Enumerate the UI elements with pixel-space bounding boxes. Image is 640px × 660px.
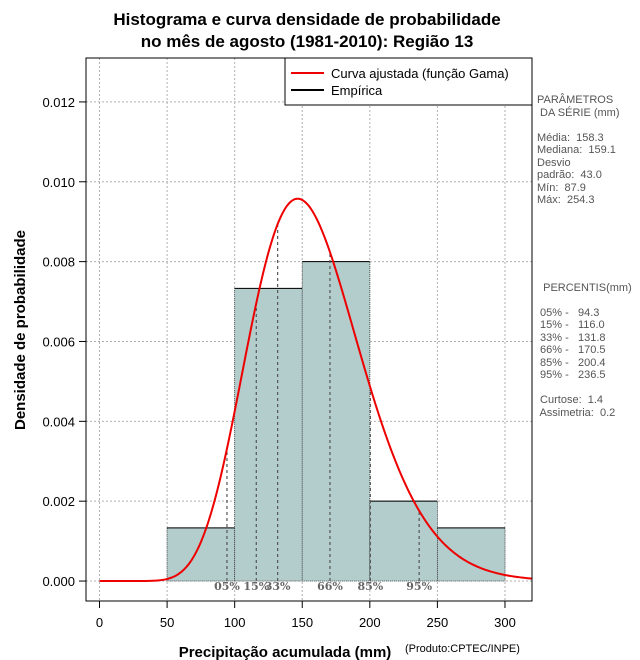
- stats-line: Curtose: 1.4: [537, 394, 604, 406]
- stats-line: [537, 244, 640, 257]
- x-tick-label-3: 150: [291, 615, 313, 630]
- percentile-label-66%: 66%: [317, 580, 343, 593]
- stats-line: 95% - 236.5: [537, 369, 606, 381]
- stats-line: 85% - 200.4: [537, 356, 606, 369]
- histogram-bar-1: [166, 527, 236, 582]
- stats-line: [537, 257, 640, 270]
- stats-line: [537, 207, 640, 220]
- y-tick-label-3: 0.006: [42, 334, 75, 349]
- x-tick-label-2: 100: [224, 615, 246, 630]
- stats-line: [537, 119, 640, 132]
- stats-line: 33% - 131.8: [537, 331, 606, 344]
- chart-title-line-1: Histograma e curva densidade de probabil…: [113, 10, 500, 29]
- y-tick-label-0: 0.000: [42, 574, 75, 589]
- y-axis: 0.000 0.002 0.004 0.006 0.008 0.010 0.012: [42, 95, 86, 589]
- stats-line: [537, 232, 640, 245]
- stats-line: [537, 294, 640, 307]
- x-axis-title: Precipitação acumulada (mm): [179, 644, 392, 660]
- stats-line: [537, 219, 640, 232]
- percentile-lines: [226, 224, 420, 582]
- stats-line: padrão: 43.0: [537, 169, 602, 181]
- credit-text: (Produto:CPTEC/INPE): [405, 643, 520, 655]
- percentile-label-95%: 95%: [406, 580, 432, 593]
- y-tick-label-2: 0.004: [42, 414, 75, 429]
- y-tick-label-6: 0.012: [42, 95, 75, 110]
- stats-line: Desvio: [537, 156, 571, 169]
- x-tick-label-0: 0: [96, 615, 103, 630]
- x-axis: 0 50 100 150 200 250 300: [96, 601, 516, 630]
- histogram-bar-4: [369, 500, 438, 582]
- x-tick-label-1: 50: [160, 615, 174, 630]
- stats-line: Média: 158.3: [537, 131, 604, 144]
- stats-line: PERCENTIS(mm): [537, 281, 632, 294]
- stats-line: [537, 382, 640, 395]
- stats-line: Assimetria: 0.2: [537, 406, 616, 419]
- legend: Curva ajustada (função Gama) Empírica: [284, 57, 533, 106]
- stats-line: Máx: 254.3: [537, 194, 595, 206]
- stats-line: 15% - 116.0: [537, 319, 605, 331]
- gamma-fitted-curve: [99, 197, 533, 583]
- percentile-label-33%: 33%: [265, 580, 291, 593]
- y-tick-label-1: 0.002: [42, 494, 75, 509]
- y-tick-label-4: 0.008: [42, 255, 75, 270]
- x-tick-label-6: 300: [494, 615, 516, 630]
- percentile-label-85%: 85%: [357, 580, 383, 593]
- stats-line: 66% - 170.5: [537, 344, 606, 356]
- chart-title-line-2: no mês de agosto (1981-2010): Região 13: [141, 32, 474, 51]
- stats-line: PARÂMETROS: [537, 94, 614, 106]
- series-parameters-panel: PARÂMETROS DA SÉRIE (mm) Média: 158.3 Medi…: [537, 94, 640, 419]
- percentile-label-15%: 15%: [243, 580, 269, 593]
- legend-label-curve: Curva ajustada (função Gama): [331, 66, 509, 81]
- percentile-labels: 05% 15%33% 66% 85% 95%: [214, 580, 432, 593]
- legend-box: [284, 57, 533, 106]
- stats-line: Mediana: 159.1: [537, 144, 616, 156]
- gamma-curve-group: [99, 197, 533, 583]
- y-axis-title: Densidade de probabilidade: [12, 230, 29, 430]
- x-tick-label-4: 200: [359, 615, 381, 630]
- legend-label-empirical: Empírica: [331, 83, 383, 98]
- histogram-bar-3: [301, 261, 371, 582]
- stats-line: DA SÉRIE (mm): [537, 106, 620, 119]
- stats-line: Mín: 87.9: [537, 181, 586, 194]
- percentile-label-05%: 05%: [214, 580, 240, 593]
- y-tick-label-5: 0.010: [42, 175, 75, 190]
- histogram-bars: [166, 261, 506, 582]
- histogram-bar-2: [234, 287, 303, 582]
- stats-line: 05% - 94.3: [537, 306, 600, 319]
- x-tick-label-5: 250: [427, 615, 449, 630]
- stats-line: [537, 269, 640, 282]
